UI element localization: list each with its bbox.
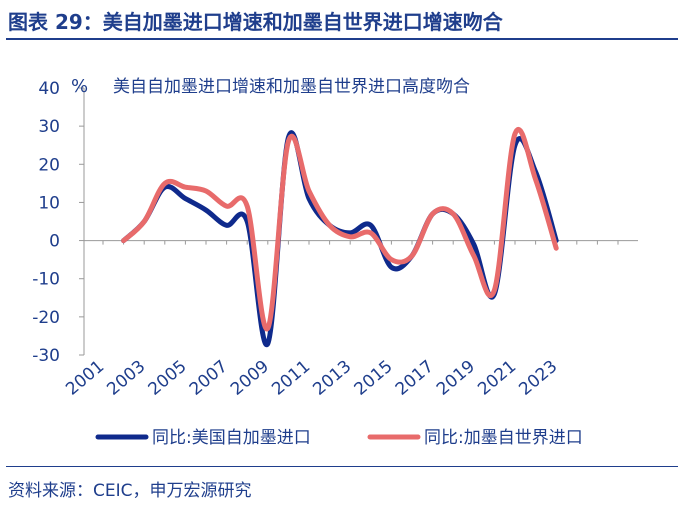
source-note: 资料来源：CEIC，申万宏源研究 (8, 481, 252, 501)
x-tick-label: 2015 (351, 357, 397, 400)
series-line-1 (121, 130, 559, 348)
y-axis-unit: % (71, 76, 88, 97)
x-tick-label: 2007 (186, 357, 232, 400)
x-tick-label: 2021 (474, 357, 520, 400)
x-tick-label: 2001 (62, 357, 108, 400)
y-tick-label: 30 (38, 117, 60, 137)
x-tick-label: 2017 (392, 357, 438, 400)
x-tick-label: 2003 (103, 357, 149, 400)
y-tick-label: -20 (32, 308, 60, 328)
source-divider (6, 466, 678, 467)
y-tick-label: -10 (32, 270, 60, 290)
x-tick-label: 2019 (433, 357, 479, 400)
y-tick-label: -30 (32, 346, 60, 366)
title-divider (6, 38, 678, 40)
x-tick-label: 2011 (268, 357, 314, 400)
x-tick-label: 2013 (309, 357, 355, 400)
legend-label-2: 同比:加墨自世界进口 (424, 428, 583, 448)
y-tick-label: 10 (38, 193, 60, 213)
x-tick-label: 2009 (227, 357, 273, 400)
y-tick-label: 0 (49, 232, 60, 252)
series-line-2 (121, 127, 559, 332)
legend-label-1: 同比:美国自加墨进口 (152, 428, 311, 448)
chart-subtitle: 美自自加墨进口增速和加墨自世界进口高度吻合 (113, 77, 470, 97)
y-tick-label: 20 (38, 155, 60, 175)
x-tick-label: 2023 (515, 357, 561, 400)
y-tick-label: 40 (38, 79, 60, 99)
figure-title: 图表 29：美自加墨进口增速和加墨自世界进口增速吻合 (8, 10, 503, 34)
x-tick-label: 2005 (145, 357, 191, 400)
